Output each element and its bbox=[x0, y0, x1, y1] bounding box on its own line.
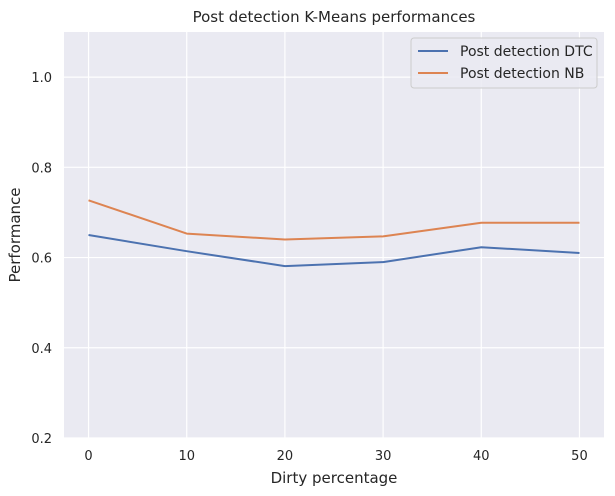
grid-lines bbox=[64, 32, 604, 439]
y-tick-label: 1.0 bbox=[31, 71, 52, 86]
x-tick-label: 40 bbox=[473, 449, 490, 464]
legend: Post detection DTC Post detection NB bbox=[410, 37, 598, 89]
y-axis-label: Performance bbox=[6, 187, 24, 282]
plot-background bbox=[64, 32, 604, 438]
legend-box bbox=[410, 37, 598, 89]
x-axis-label: Dirty percentage bbox=[271, 469, 398, 487]
x-tick-label: 0 bbox=[84, 449, 92, 464]
x-tick-label: 20 bbox=[277, 449, 294, 464]
x-tick-label: 30 bbox=[375, 449, 392, 464]
y-tick-label: 0.4 bbox=[31, 342, 52, 357]
y-tick-label: 0.8 bbox=[31, 161, 52, 176]
y-tick-labels: 0.2 0.4 0.6 0.8 1.0 bbox=[31, 71, 52, 447]
legend-label-dtc: Post detection DTC bbox=[460, 44, 593, 60]
x-tick-label: 50 bbox=[571, 449, 588, 464]
series-line-1 bbox=[88, 199, 580, 241]
y-tick-label: 0.2 bbox=[31, 432, 52, 447]
x-tick-labels: 0 10 20 30 40 50 bbox=[84, 449, 587, 464]
y-tick-label: 0.6 bbox=[31, 252, 52, 267]
legend-label-nb: Post detection NB bbox=[460, 66, 584, 82]
chart-title: Post detection K-Means performances bbox=[193, 8, 476, 26]
series-lines bbox=[88, 199, 580, 268]
x-tick-label: 10 bbox=[178, 449, 195, 464]
series-line-0 bbox=[88, 234, 580, 268]
